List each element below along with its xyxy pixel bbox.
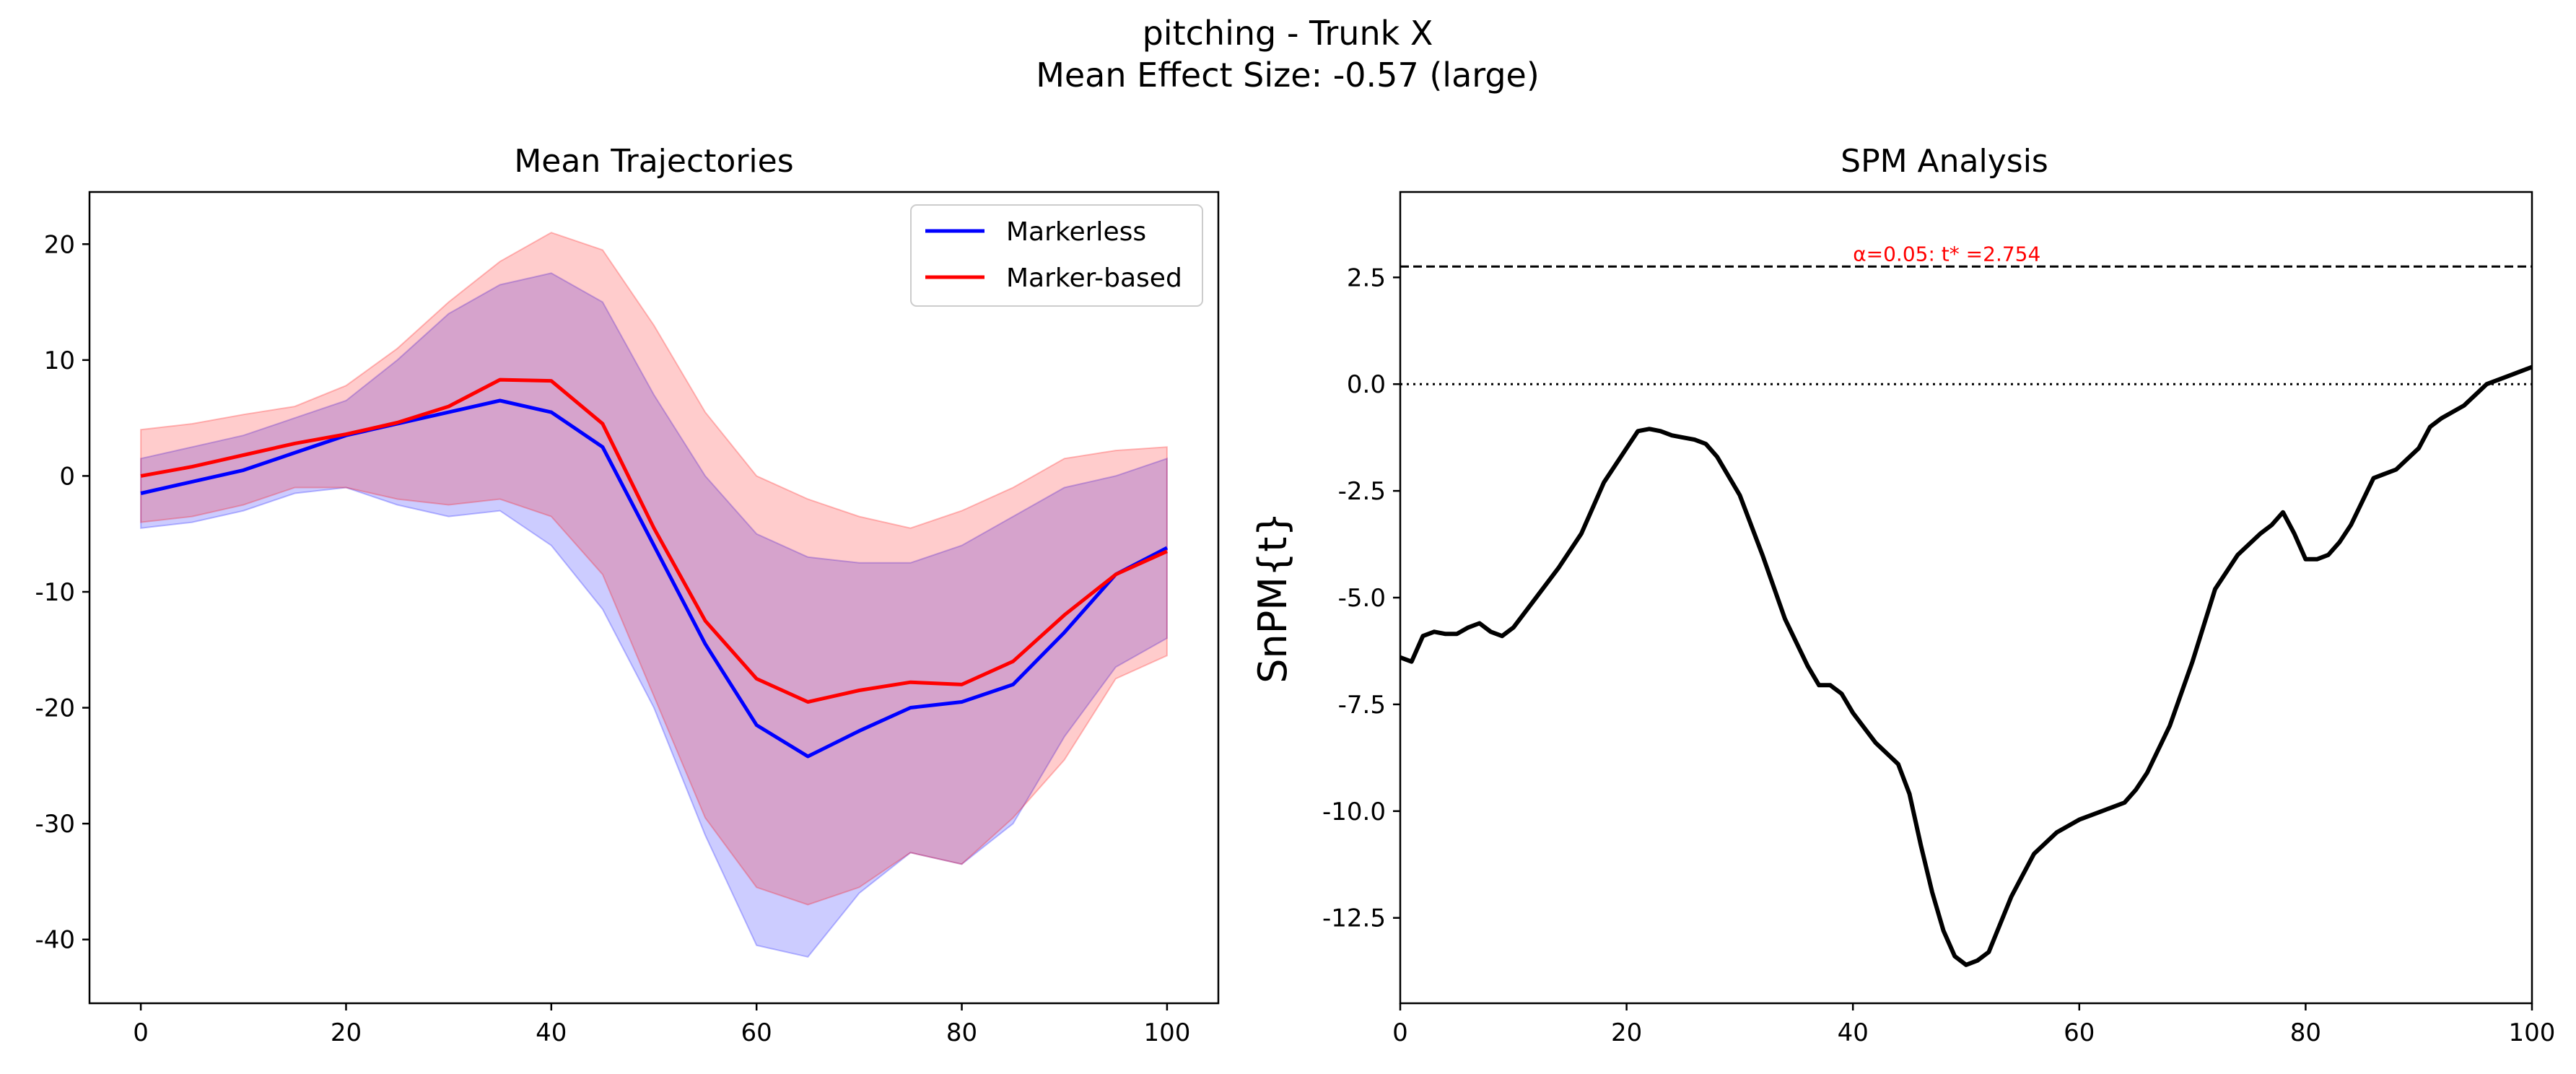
suptitle-line2: Mean Effect Size: -0.57 (large) [1036, 56, 1540, 95]
y-tick-label: -40 [35, 926, 75, 955]
y-tick-label: -30 [35, 810, 75, 839]
legend-label-markerless: Markerless [1006, 217, 1146, 247]
right-x-ticks: 0 20 40 60 80 100 [1392, 1003, 2555, 1047]
y-tick-label: -2.5 [1338, 477, 1386, 506]
y-tick-label: -5.0 [1338, 584, 1386, 613]
left-y-ticks: 20 10 0 -10 -20 -30 -40 [35, 230, 89, 955]
left-axes-frame [88, 191, 1220, 1005]
line-markerless [140, 398, 1169, 759]
right-threshold-layer: α=0.05: t* =2.754 [1400, 242, 2532, 385]
threshold-annotation: α=0.05: t* =2.754 [1853, 242, 2040, 266]
left-lines-layer [140, 377, 1169, 759]
line-marker-based [140, 377, 1168, 704]
mean-trajectories-panel: Mean Trajectories 0 20 40 60 80 100 20100-10-… [35, 143, 1220, 1047]
x-tick-label: 60 [2064, 1018, 2095, 1047]
y-tick-label: -7.5 [1338, 691, 1386, 720]
x-tick-label: 40 [536, 1018, 567, 1047]
legend-label-marker-based: Marker-based [1006, 263, 1182, 293]
x-tick-label: 0 [1392, 1018, 1408, 1047]
x-tick-label: 20 [1611, 1018, 1642, 1047]
y-tick-label: -10.0 [1322, 798, 1386, 826]
y-tick-label: 0 [59, 462, 75, 491]
left-x-ticks: 0 20 40 60 80 100 [133, 1003, 1190, 1047]
x-tick-label: 20 [331, 1018, 362, 1047]
y-tick-label: -10 [35, 578, 75, 607]
right-chart-title: SPM Analysis [1841, 143, 2048, 180]
right-line-layer [1399, 364, 2533, 967]
band-marker-based [140, 232, 1168, 906]
right-y-ticks: 2.5 0.0 -2.5 -5.0 -7.5 -10.0 -12.5 [1322, 263, 1400, 933]
spm-analysis-panel: SPM Analysis SnPM{t} α=0.05: t* =2.754 0… [1250, 143, 2555, 1047]
x-tick-label: 40 [1838, 1018, 1869, 1047]
y-tick-label: 20 [44, 230, 75, 259]
y-tick-label: -20 [35, 694, 75, 723]
left-bands-layer [140, 232, 1168, 958]
x-tick-label: 100 [1143, 1018, 1190, 1047]
y-tick-label: -12.5 [1322, 904, 1386, 933]
x-tick-label: 0 [133, 1018, 149, 1047]
y-tick-label: 0.0 [1347, 370, 1386, 399]
x-tick-label: 60 [741, 1018, 772, 1047]
legend: Markerless Marker-based [910, 204, 1203, 307]
x-tick-label: 80 [2290, 1018, 2321, 1047]
spm-y-axis-label: SnPM{t} [1250, 512, 1296, 684]
band-markerless [140, 272, 1168, 958]
left-chart-title: Mean Trajectories [514, 143, 793, 180]
suptitle-line1: pitching - Trunk X [1143, 14, 1433, 53]
x-tick-label: 100 [2509, 1018, 2556, 1047]
x-tick-label: 80 [946, 1018, 977, 1047]
right-axes-frame [1399, 191, 2533, 1005]
y-tick-label: 2.5 [1347, 263, 1386, 292]
spm-curve [1399, 364, 2533, 967]
y-tick-label: 10 [44, 346, 75, 375]
